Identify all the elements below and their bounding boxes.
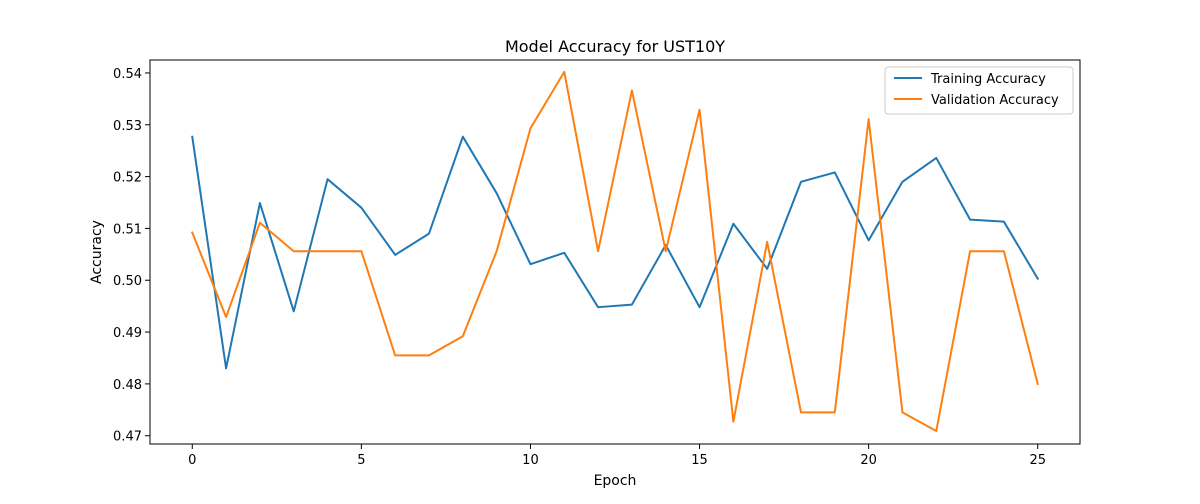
x-tick-label: 10 xyxy=(522,453,539,468)
y-axis-ticks: 0.47 0.48 0.49 0.50 0.51 0.52 0.53 0.54 xyxy=(113,67,150,445)
y-tick-label: 0.51 xyxy=(113,222,142,237)
y-tick-label: 0.47 xyxy=(113,430,142,445)
y-tick-label: 0.50 xyxy=(113,274,142,289)
y-tick-label: 0.53 xyxy=(113,119,142,134)
y-tick-label: 0.52 xyxy=(113,171,142,186)
legend-label-training: Training Accuracy xyxy=(930,72,1046,87)
x-tick-label: 5 xyxy=(357,453,365,468)
series-line-training-accuracy xyxy=(191,135,1040,370)
y-tick-label: 0.54 xyxy=(113,67,142,82)
series-line-validation-accuracy xyxy=(190,70,1039,433)
y-tick-label: 0.49 xyxy=(113,326,142,341)
x-tick-label: 0 xyxy=(188,453,196,468)
y-axis-label: Accuracy xyxy=(89,220,105,284)
plot-area-frame xyxy=(149,59,1081,445)
legend: Training Accuracy Validation Accuracy xyxy=(884,66,1074,115)
x-axis-ticks: 0 5 10 15 20 25 xyxy=(188,444,1046,468)
chart-title: Model Accuracy for UST10Y xyxy=(505,37,725,56)
x-tick-label: 25 xyxy=(1029,453,1046,468)
x-tick-label: 15 xyxy=(691,453,708,468)
x-axis-label: Epoch xyxy=(594,473,637,489)
legend-frame xyxy=(884,66,1074,115)
x-tick-label: 20 xyxy=(860,453,877,468)
y-tick-label: 0.48 xyxy=(113,378,142,393)
legend-label-validation: Validation Accuracy xyxy=(931,93,1059,108)
series-layer xyxy=(190,70,1040,433)
